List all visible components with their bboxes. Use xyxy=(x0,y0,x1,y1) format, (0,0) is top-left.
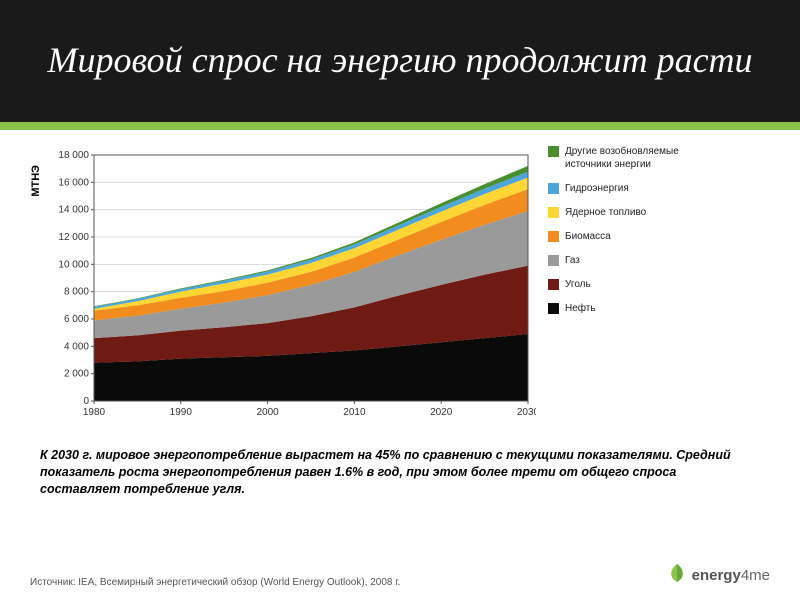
logo-text: energy4me xyxy=(692,567,770,584)
svg-text:4 000: 4 000 xyxy=(64,341,89,352)
legend-item: Биомасса xyxy=(548,230,715,243)
legend-swatch xyxy=(548,303,559,314)
svg-text:14 000: 14 000 xyxy=(58,205,89,216)
svg-text:2010: 2010 xyxy=(343,407,366,418)
svg-text:2020: 2020 xyxy=(430,407,453,418)
header: Мировой спрос на энергию продолжит расти xyxy=(0,0,800,122)
svg-text:2 000: 2 000 xyxy=(64,369,89,380)
svg-text:1980: 1980 xyxy=(83,407,106,418)
source-text: Источник: IEA, Всемирный энергетический … xyxy=(30,577,400,588)
legend-swatch xyxy=(548,255,559,266)
caption-text: К 2030 г. мировое энергопотребление выра… xyxy=(30,447,770,498)
legend-item: Ядерное топливо xyxy=(548,206,715,219)
svg-text:0: 0 xyxy=(83,396,89,407)
footer: Источник: IEA, Всемирный энергетический … xyxy=(30,562,770,588)
svg-text:2000: 2000 xyxy=(256,407,279,418)
chart-svg: 0 2 000 4 000 6 000 8 000 10 000 12 000 14 000 1… xyxy=(46,145,536,425)
legend-label: Ядерное топливо xyxy=(565,206,646,219)
stacked-area-chart: 0 2 000 4 000 6 000 8 000 10 000 12 000 14 000 1… xyxy=(46,145,536,425)
legend-item: Нефть xyxy=(548,302,715,315)
svg-text:16 000: 16 000 xyxy=(58,177,89,188)
legend-label: Другие возобновляемые источники энергии xyxy=(565,145,715,171)
legend-item: Гидроэнергия xyxy=(548,182,715,195)
svg-text:12 000: 12 000 xyxy=(58,232,89,243)
svg-text:2030: 2030 xyxy=(517,407,536,418)
legend-label: Уголь xyxy=(565,278,591,291)
content: МТНЭ 0 2 000 4 000 6 000 8 000 10 000 12 000 14… xyxy=(0,130,800,498)
legend-swatch xyxy=(548,231,559,242)
svg-text:8 000: 8 000 xyxy=(64,287,89,298)
legend-item: Другие возобновляемые источники энергии xyxy=(548,145,715,171)
svg-text:6 000: 6 000 xyxy=(64,314,89,325)
logo: energy4me xyxy=(666,562,770,588)
legend-swatch xyxy=(548,183,559,194)
legend-swatch xyxy=(548,207,559,218)
legend-label: Гидроэнергия xyxy=(565,182,629,195)
svg-text:10 000: 10 000 xyxy=(58,259,89,270)
legend: Другие возобновляемые источники энергии Г… xyxy=(548,145,715,326)
legend-swatch xyxy=(548,279,559,290)
legend-item: Газ xyxy=(548,254,715,267)
legend-swatch xyxy=(548,146,559,157)
legend-label: Газ xyxy=(565,254,580,267)
legend-label: Биомасса xyxy=(565,230,611,243)
y-axis-label: МТНЭ xyxy=(30,165,42,197)
legend-item: Уголь xyxy=(548,278,715,291)
svg-text:18 000: 18 000 xyxy=(58,150,89,161)
svg-text:1990: 1990 xyxy=(170,407,193,418)
legend-label: Нефть xyxy=(565,302,596,315)
chart-area: МТНЭ 0 2 000 4 000 6 000 8 000 10 000 12 000 14… xyxy=(30,145,770,425)
accent-bar xyxy=(0,122,800,130)
page-title: Мировой спрос на энергию продолжит расти xyxy=(47,40,752,81)
leaf-icon xyxy=(666,562,688,588)
